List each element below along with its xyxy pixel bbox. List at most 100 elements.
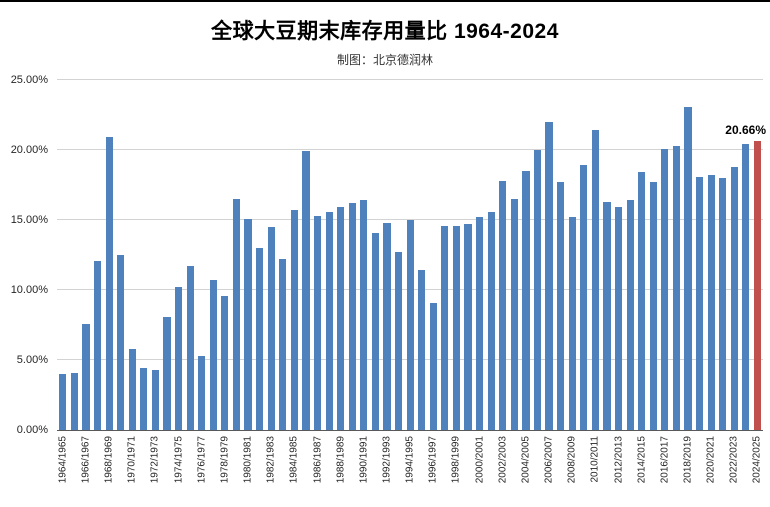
bar-slot	[231, 80, 243, 430]
bar-1964/1965	[59, 374, 67, 430]
bar-slot	[277, 80, 289, 430]
x-label-slot	[601, 433, 613, 505]
bar-slot	[323, 80, 335, 430]
x-label-slot: 1998/1999	[451, 433, 463, 505]
bar-slot	[682, 80, 694, 430]
bar-2021/2022	[719, 178, 727, 430]
x-label-slot: 2004/2005	[520, 433, 532, 505]
x-axis-label: 2010/2011	[589, 436, 601, 483]
x-label-slot	[509, 433, 521, 505]
bar-slot	[404, 80, 416, 430]
x-axis-label: 1968/1969	[103, 436, 115, 484]
x-label-slot	[300, 433, 312, 505]
bar-slot	[69, 80, 81, 430]
x-axis-label: 2006/2007	[543, 436, 555, 484]
bar-slot	[752, 80, 764, 430]
bar-slot	[671, 80, 683, 430]
bar-1989/1990	[348, 203, 356, 430]
y-axis-label: 20.00%	[10, 144, 48, 156]
bar-1967/1968	[93, 260, 102, 430]
bar-1980/1981	[244, 218, 252, 430]
bar-1970/1971	[128, 348, 136, 430]
y-axis: 0.00% 5.00% 10.00% 15.00% 20.00% 25.00%	[0, 74, 52, 436]
x-label-slot: 2006/2007	[543, 433, 555, 505]
bar-1982/1983	[267, 227, 275, 430]
bar-slot	[150, 80, 162, 430]
bar-slot	[300, 80, 312, 430]
bar-slot	[509, 80, 521, 430]
x-label-slot	[138, 433, 150, 505]
bar-slot	[590, 80, 602, 430]
plot-area: 20.66%	[57, 79, 766, 431]
x-label-slot	[624, 433, 636, 505]
bar-1978/1979	[221, 295, 229, 430]
bar-slot	[80, 80, 92, 430]
y-axis-label: 25.00%	[10, 74, 48, 86]
x-label-slot	[740, 433, 752, 505]
bar-slot	[265, 80, 277, 430]
x-label-slot: 2018/2019	[682, 433, 694, 505]
x-axis-label: 1970/1971	[126, 436, 138, 484]
x-axis-label: 1984/1985	[288, 436, 300, 484]
x-label-slot	[694, 433, 706, 505]
bar-1998/1999	[452, 225, 461, 430]
bar-1994/1995	[406, 220, 414, 430]
x-label-slot	[254, 433, 266, 505]
x-axis-label: 2022/2023	[728, 436, 740, 484]
bar-2010/2011	[591, 130, 599, 430]
bar-1977/1978	[209, 280, 217, 430]
x-label-slot: 1982/1983	[265, 433, 277, 505]
bar-slot	[451, 80, 463, 430]
data-label: 20.66%	[725, 122, 766, 137]
x-label-slot: 1994/1995	[404, 433, 416, 505]
bar-1997/1998	[441, 225, 449, 430]
y-axis-label: 15.00%	[10, 214, 48, 226]
x-label-slot	[115, 433, 127, 505]
gridline	[57, 79, 763, 80]
bar-2014/2015	[638, 172, 646, 430]
bar-1981/1982	[256, 248, 264, 430]
x-label-slot	[462, 433, 474, 505]
x-label-slot: 2008/2009	[566, 433, 578, 505]
bar-slot	[647, 80, 659, 430]
x-label-slot	[647, 433, 659, 505]
x-axis-label: 1966/1967	[80, 436, 92, 484]
x-label-slot: 1968/1969	[103, 433, 115, 505]
x-axis-label: 2016/2017	[659, 436, 671, 484]
bar-1974/1975	[174, 287, 183, 430]
x-label-slot: 2014/2015	[636, 433, 648, 505]
x-axis-label: 2024/2025	[751, 436, 763, 484]
x-axis-label: 1978/1979	[219, 436, 231, 484]
chart-subtitle: 制图：北京德润林	[336, 53, 433, 67]
bar-slot	[103, 80, 115, 430]
bar-1995/1996	[418, 270, 426, 430]
bar-2016/2017	[661, 148, 669, 430]
x-label-slot: 2020/2021	[705, 433, 717, 505]
y-axis-label: 0.00%	[16, 424, 48, 436]
bar-slot	[497, 80, 509, 430]
gridline	[57, 149, 763, 150]
bar-slot	[381, 80, 393, 430]
bar-2004/2005	[522, 171, 530, 430]
bar-slot	[601, 80, 613, 430]
x-axis-label: 2004/2005	[520, 436, 532, 484]
x-label-slot	[346, 433, 358, 505]
bar-1986/1987	[313, 215, 322, 430]
bar-slot	[694, 80, 706, 430]
bar-2001/2002	[487, 211, 495, 430]
bar-1999/2000	[464, 224, 472, 430]
x-axis-label: 1994/1995	[404, 436, 416, 484]
bar-slot	[416, 80, 428, 430]
x-axis-label: 1974/1975	[173, 436, 185, 484]
bar-1991/1992	[371, 232, 379, 430]
x-label-slot: 2002/2003	[497, 433, 509, 505]
bar-slot	[289, 80, 301, 430]
bar-slot	[740, 80, 752, 430]
bar-2003/2004	[510, 199, 518, 430]
x-label-slot: 1980/1981	[242, 433, 254, 505]
bar-slot	[462, 80, 474, 430]
bar-2017/2018	[672, 145, 681, 430]
x-label-slot	[69, 433, 81, 505]
bar-slot	[474, 80, 486, 430]
x-label-slot: 2012/2013	[613, 433, 625, 505]
